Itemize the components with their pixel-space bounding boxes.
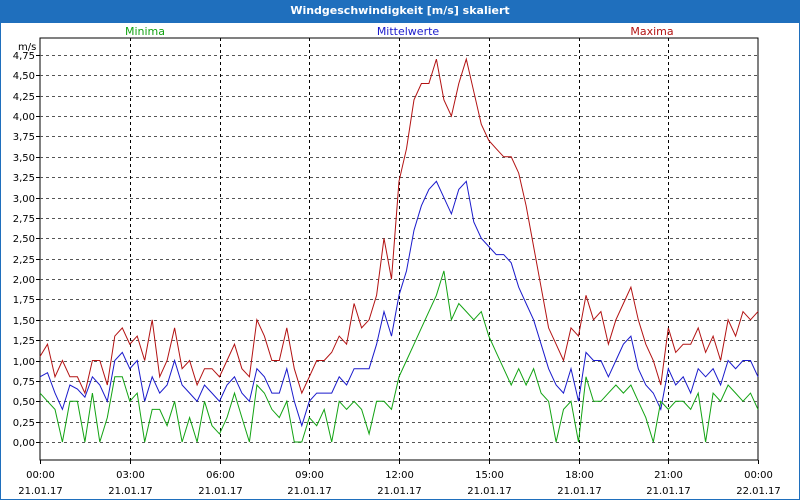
x-tick-time: 06:00 <box>206 470 235 481</box>
legend-minima: Minima <box>125 25 165 38</box>
y-tick-label: 2,50 <box>13 234 35 245</box>
series-line-mittelwerte <box>39 180 759 428</box>
x-tick-time: 03:00 <box>116 470 145 481</box>
y-tick-label: 1,00 <box>13 357 35 368</box>
x-tick-time: 00:00 <box>744 470 773 481</box>
window-title: Windgeschwindigkeit [m/s] skaliert <box>290 4 510 17</box>
x-tick-date: 21.01.17 <box>467 486 512 497</box>
x-tick-date: 21.01.17 <box>377 486 422 497</box>
x-tick-date: 21.01.17 <box>287 486 332 497</box>
y-tick-label: 3,50 <box>13 153 35 164</box>
y-tick-label: 2,75 <box>13 214 35 225</box>
y-tick-label: 3,75 <box>13 132 35 143</box>
y-tick-label: 2,25 <box>13 255 35 266</box>
y-tick-label: 1,50 <box>13 316 35 327</box>
y-tick-label: 2,00 <box>13 275 35 286</box>
x-tick-time: 21:00 <box>654 470 683 481</box>
y-tick-label: 1,25 <box>13 336 35 347</box>
x-tick-time: 12:00 <box>385 470 414 481</box>
y-axis-unit: m/s <box>18 42 36 53</box>
x-tick-date: 21.01.17 <box>557 486 602 497</box>
x-tick-date: 21.01.17 <box>18 486 63 497</box>
y-tick-label: 4,00 <box>13 112 35 123</box>
legend-mittelwerte: Mittelwerte <box>377 25 440 38</box>
y-tick-label: 3,00 <box>13 194 35 205</box>
y-tick-label: 4,25 <box>13 92 35 103</box>
x-tick-date: 21.01.17 <box>198 486 243 497</box>
x-tick-time: 15:00 <box>475 470 504 481</box>
y-tick-label: 3,25 <box>13 173 35 184</box>
y-tick-label: 1,75 <box>13 295 35 306</box>
series-line-maxima <box>39 57 759 395</box>
x-tick-date: 21.01.17 <box>646 486 691 497</box>
y-tick-label: 0,50 <box>13 397 35 408</box>
x-tick-time: 18:00 <box>565 470 594 481</box>
series-line-minima <box>39 270 759 443</box>
y-tick-label: 0,75 <box>13 377 35 388</box>
y-tick-label: 4,50 <box>13 71 35 82</box>
x-tick-time: 09:00 <box>295 470 324 481</box>
x-tick-time: 00:00 <box>26 470 55 481</box>
x-tick-date: 22.01.17 <box>736 486 781 497</box>
y-tick-label: 0,25 <box>13 418 35 429</box>
y-tick-label: 4,75 <box>13 51 35 62</box>
x-tick-date: 21.01.17 <box>108 486 153 497</box>
y-tick-label: 0,00 <box>13 438 35 449</box>
legend-maxima: Maxima <box>630 25 673 38</box>
